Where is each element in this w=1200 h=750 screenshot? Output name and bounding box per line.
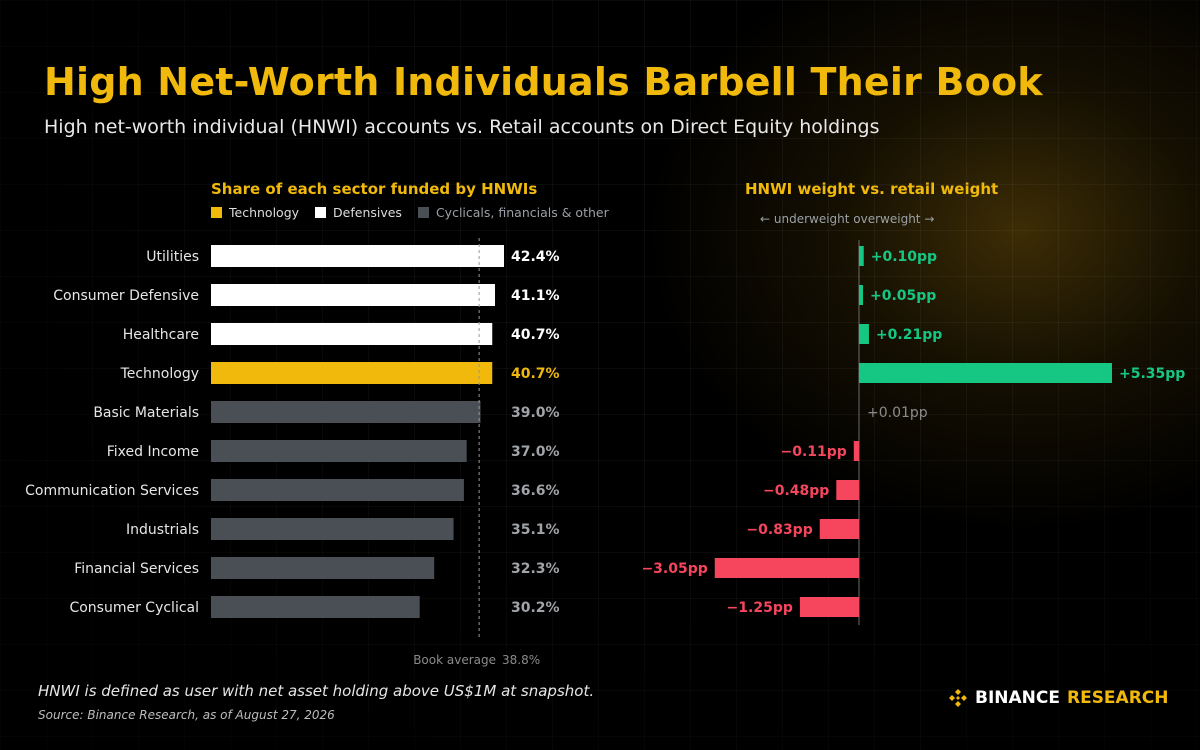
legend-swatch-technology	[211, 207, 222, 218]
book-average-label: Book average	[413, 653, 496, 667]
diff-bar-negative	[836, 480, 859, 500]
share-bar	[211, 284, 496, 306]
share-value-label: 41.1%	[511, 288, 560, 304]
legend-label: Defensives	[333, 205, 402, 220]
right-chart-title: HNWI weight vs. retail weight	[745, 180, 999, 198]
sector-label: Consumer Defensive	[53, 288, 199, 304]
diff-bar-positive	[859, 363, 1112, 383]
share-value-label: 40.7%	[511, 366, 560, 382]
diff-value-label: −3.05pp	[641, 561, 707, 577]
diff-bar-positive	[859, 246, 864, 266]
sector-label: Industrials	[126, 522, 199, 538]
diff-bar-negative	[819, 519, 859, 539]
share-bar	[211, 518, 454, 540]
brand-logo: BINANCE RESEARCH	[948, 688, 1169, 708]
sector-label: Technology	[120, 366, 199, 382]
page-subtitle: High net-worth individual (HNWI) account…	[44, 116, 880, 138]
diff-value-label: −0.48pp	[763, 483, 829, 499]
sector-label: Financial Services	[74, 561, 199, 577]
book-average-value: 38.8%	[502, 653, 540, 667]
share-bar	[211, 323, 493, 345]
share-bar	[211, 440, 467, 462]
diff-bar-positive	[859, 324, 869, 344]
legend-item-defensives: Defensives	[315, 205, 402, 220]
legend-swatch-defensives	[315, 207, 327, 218]
share-bar	[211, 245, 504, 267]
diff-value-label: +5.35pp	[1119, 366, 1185, 382]
diff-value-label: +0.05pp	[870, 288, 936, 304]
sector-label: Communication Services	[25, 483, 199, 499]
legend-label: Technology	[229, 205, 300, 220]
legend-label: Cyclicals, financials & other	[435, 205, 609, 220]
legend: Technology Defensives Cyclicals, financi…	[211, 205, 609, 220]
diff-value-label: −0.11pp	[780, 444, 846, 460]
share-bar	[211, 401, 481, 423]
diff-value-label: +0.10pp	[871, 249, 937, 265]
share-value-label: 35.1%	[511, 522, 560, 538]
left-chart-title: Share of each sector funded by HNWIs	[211, 180, 538, 198]
diff-value-label: +0.01pp	[867, 405, 928, 421]
share-bar	[211, 557, 435, 579]
share-bar	[211, 596, 420, 618]
diff-value-label: −0.83pp	[746, 522, 812, 538]
share-value-label: 32.3%	[511, 561, 560, 577]
binance-diamond-icon	[949, 689, 967, 707]
sector-label: Utilities	[146, 249, 199, 265]
share-value-label: 42.4%	[511, 249, 560, 265]
share-bar	[211, 362, 493, 384]
diff-bar-negative	[799, 597, 859, 617]
diff-bar-negative	[853, 441, 859, 461]
brand-name-first: BINANCE	[975, 688, 1060, 708]
legend-item-cyclicals: Cyclicals, financials & other	[417, 205, 609, 220]
brand-name-second: RESEARCH	[1066, 688, 1169, 708]
share-value-label: 40.7%	[511, 327, 560, 343]
legend-swatch-cyclicals	[417, 207, 429, 218]
sector-label: Consumer Cyclical	[69, 600, 199, 616]
share-value-label: 39.0%	[511, 405, 560, 421]
sector-label: Basic Materials	[93, 405, 199, 421]
legend-item-technology: Technology	[211, 205, 299, 220]
share-value-label: 36.6%	[511, 483, 560, 499]
diff-value-label: +0.21pp	[876, 327, 942, 343]
diff-value-label: −1.25pp	[727, 600, 793, 616]
page-title: High Net-Worth Individuals Barbell Their…	[44, 60, 1043, 104]
share-value-label: 37.0%	[511, 444, 560, 460]
footnote: HNWI is defined as user with net asset h…	[38, 682, 595, 700]
share-bar	[211, 479, 464, 501]
source-note: Source: Binance Research, as of August 2…	[38, 708, 335, 722]
direction-hint: ← underweight overweight →	[760, 212, 935, 226]
sector-label: Fixed Income	[107, 444, 199, 460]
share-value-label: 30.2%	[511, 600, 560, 616]
sector-label: Healthcare	[123, 327, 199, 343]
diff-bar-positive	[859, 285, 863, 305]
diff-bar-negative	[714, 558, 859, 578]
